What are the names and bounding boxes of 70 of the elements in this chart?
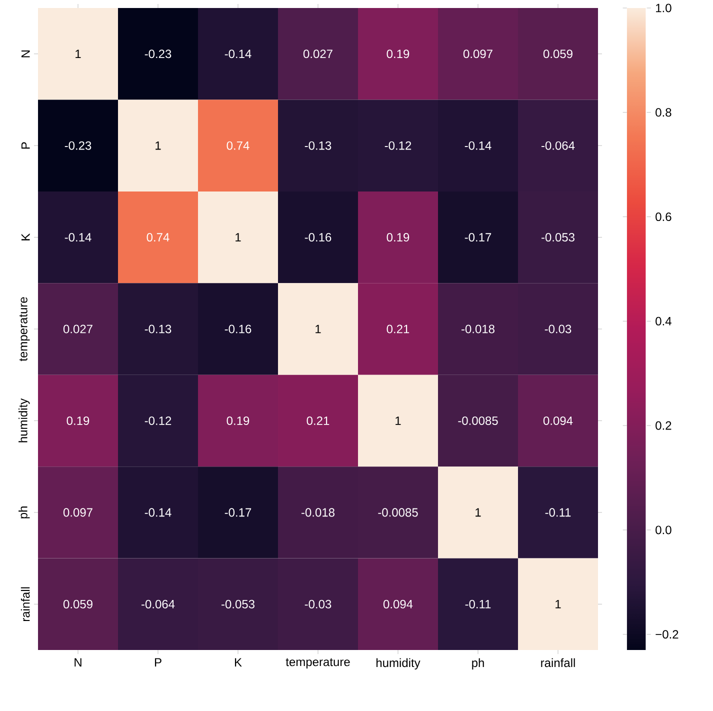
data-label: -0.14 — [144, 508, 172, 517]
data-label: 1 — [236, 233, 241, 242]
data-label: -0.053 — [542, 233, 574, 242]
data-label: -0.03 — [544, 324, 572, 334]
data-label: -0.23 — [64, 141, 92, 150]
data-label: -0.16 — [224, 324, 252, 334]
data-label: -0.17 — [464, 233, 492, 242]
x-tick-label: ph — [472, 658, 484, 670]
color-bar-label: 0.4 — [656, 316, 672, 326]
data-label: 0.059 — [63, 600, 92, 608]
x-tick-label: P — [154, 658, 162, 667]
data-label: -0.13 — [304, 141, 332, 150]
data-label: 1 — [156, 141, 161, 150]
data-label: 0.059 — [543, 50, 572, 58]
y-tick-label: P — [21, 142, 30, 149]
data-label: 0.097 — [63, 508, 92, 517]
data-label: 0.19 — [386, 233, 410, 242]
data-label: 0.19 — [66, 416, 90, 425]
data-label: 0.74 — [226, 141, 250, 150]
data-label: -0.23 — [144, 50, 172, 58]
color-bar-label: 0.8 — [656, 108, 672, 117]
data-label: -0.018 — [302, 508, 334, 517]
data-label: -0.064 — [542, 141, 575, 150]
x-tick-label: N — [74, 658, 82, 667]
y-tick-label: K — [21, 233, 30, 240]
data-label: -0.0085 — [378, 508, 418, 517]
color-bar-label: −0.2 — [656, 630, 678, 639]
data-label: -0.0085 — [458, 416, 498, 425]
data-label: 0.027 — [303, 50, 332, 58]
data-label: 0.097 — [463, 50, 492, 58]
data-label: 0.19 — [386, 50, 410, 58]
data-label: -0.17 — [224, 508, 252, 517]
color-bar-label: 0.0 — [656, 526, 672, 534]
data-label: 0.094 — [543, 416, 573, 425]
data-label: -0.11 — [465, 600, 491, 608]
x-tick-label: rainfall — [541, 658, 575, 668]
data-label: 0.21 — [386, 324, 410, 334]
y-tick-label: humidity — [18, 398, 30, 442]
data-label: 0.094 — [383, 600, 413, 608]
data-label: 0.027 — [63, 324, 92, 334]
x-tick-label: humidity — [376, 658, 420, 670]
data-label: 0.74 — [146, 233, 170, 242]
data-label: 1 — [76, 50, 81, 58]
y-tick-label: rainfall — [20, 587, 30, 622]
data-label: -0.14 — [464, 141, 492, 150]
y-tick-label: N — [21, 50, 30, 58]
y-tick-label: ph — [18, 506, 30, 518]
y-tick-label: temperature — [19, 297, 30, 362]
data-label: -0.12 — [144, 416, 172, 425]
data-label: 1 — [476, 508, 481, 517]
data-label: 1 — [556, 600, 561, 608]
data-label: 1 — [316, 324, 321, 334]
x-tick-label: K — [234, 658, 242, 667]
data-label: 0.19 — [226, 416, 250, 425]
data-label: -0.064 — [142, 600, 175, 608]
x-tick-label: temperature — [286, 658, 350, 669]
data-label: -0.16 — [304, 233, 332, 242]
data-label: -0.13 — [144, 324, 172, 334]
color-bar-label: 1.0 — [656, 4, 672, 12]
data-label: -0.018 — [462, 324, 494, 334]
data-label: -0.14 — [64, 233, 92, 242]
data-label: -0.14 — [224, 50, 252, 58]
data-label: -0.03 — [304, 600, 332, 608]
data-label: 1 — [396, 416, 401, 425]
data-label: -0.11 — [545, 508, 571, 517]
color-bar-label: 0.2 — [656, 421, 672, 430]
data-label: -0.053 — [222, 600, 254, 608]
color-bar-label: 0.6 — [656, 212, 672, 222]
data-label: -0.12 — [384, 141, 412, 150]
data-label: 0.21 — [306, 416, 330, 425]
